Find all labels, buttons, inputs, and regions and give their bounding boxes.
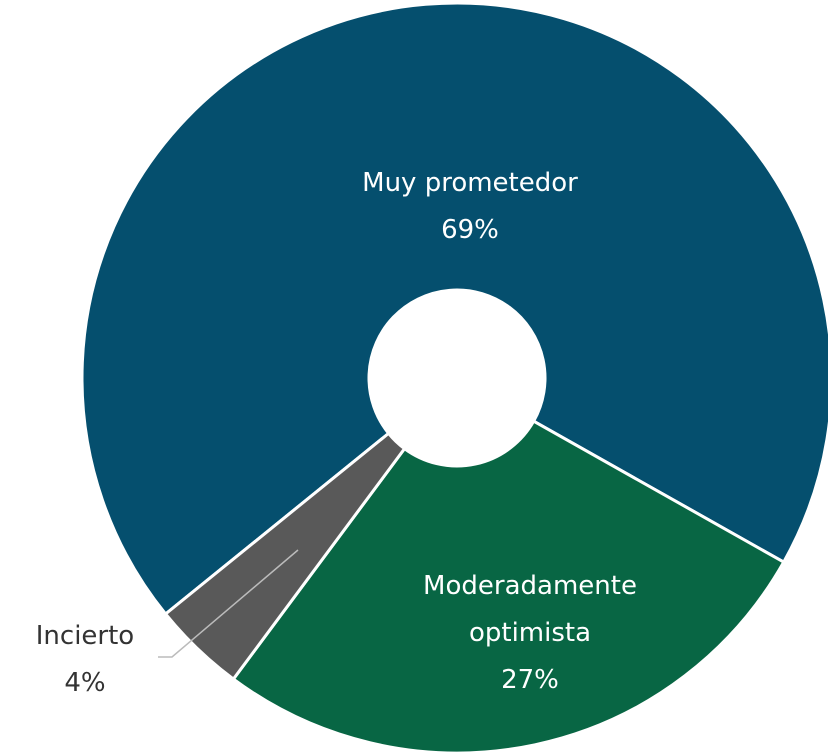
slice bbox=[163, 431, 407, 682]
category-label: Muy prometedor bbox=[362, 168, 578, 198]
data-label: Moderadamente optimista 27% bbox=[380, 563, 680, 704]
value-label: 4% bbox=[64, 668, 106, 698]
data-label: Incierto 4% bbox=[0, 613, 170, 707]
slice bbox=[80, 1, 828, 617]
category-label: Incierto bbox=[35, 621, 135, 651]
value-label: 69% bbox=[441, 215, 499, 245]
data-label: Muy prometedor 69% bbox=[300, 160, 640, 254]
slice bbox=[231, 419, 786, 753]
category-label: Moderadamente optimista bbox=[423, 571, 637, 648]
leader-line bbox=[158, 549, 299, 658]
value-label: 27% bbox=[501, 665, 559, 695]
